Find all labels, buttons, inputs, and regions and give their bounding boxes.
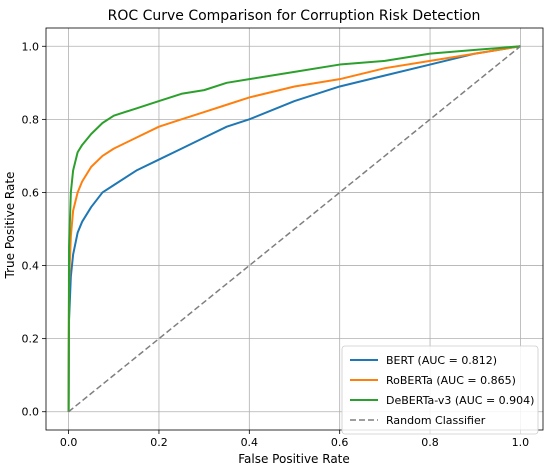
- x-tick-label: 0.0: [60, 436, 78, 449]
- legend-label: DeBERTa-v3 (AUC = 0.904): [386, 394, 534, 407]
- series-line: [68, 45, 521, 413]
- legend-label: RoBERTa (AUC = 0.865): [386, 374, 516, 387]
- plot-frame: [45, 27, 544, 431]
- x-tick-label: 0.4: [241, 436, 259, 449]
- y-tick-label: 0.8: [22, 113, 40, 126]
- legend: BERT (AUC = 0.812) RoBERTa (AUC = 0.865) D…: [341, 345, 539, 435]
- y-tick-label: 0.4: [22, 260, 40, 273]
- legend-label: BERT (AUC = 0.812): [386, 354, 497, 367]
- y-tick-label: 0.0: [22, 406, 40, 419]
- series-line: [67, 45, 521, 412]
- legend-box: [341, 345, 539, 435]
- x-tick-label: 0.6: [331, 436, 349, 449]
- y-tick-label: 0.2: [22, 333, 40, 346]
- y-tick-label: 1.0: [22, 40, 40, 53]
- y-axis-label: True Positive Rate: [3, 172, 17, 280]
- x-axis-label: False Positive Rate: [238, 452, 350, 466]
- x-tick-label: 0.2: [150, 436, 168, 449]
- legend-label: Random Classifier: [386, 414, 486, 427]
- chart-title: ROC Curve Comparison for Corruption Risk…: [108, 8, 481, 24]
- y-tick-label: 0.6: [22, 186, 40, 199]
- x-tick-label: 0.8: [421, 436, 439, 449]
- series-line: [67, 45, 521, 412]
- series-line: [67, 45, 521, 412]
- x-tick-label: 1.0: [512, 436, 530, 449]
